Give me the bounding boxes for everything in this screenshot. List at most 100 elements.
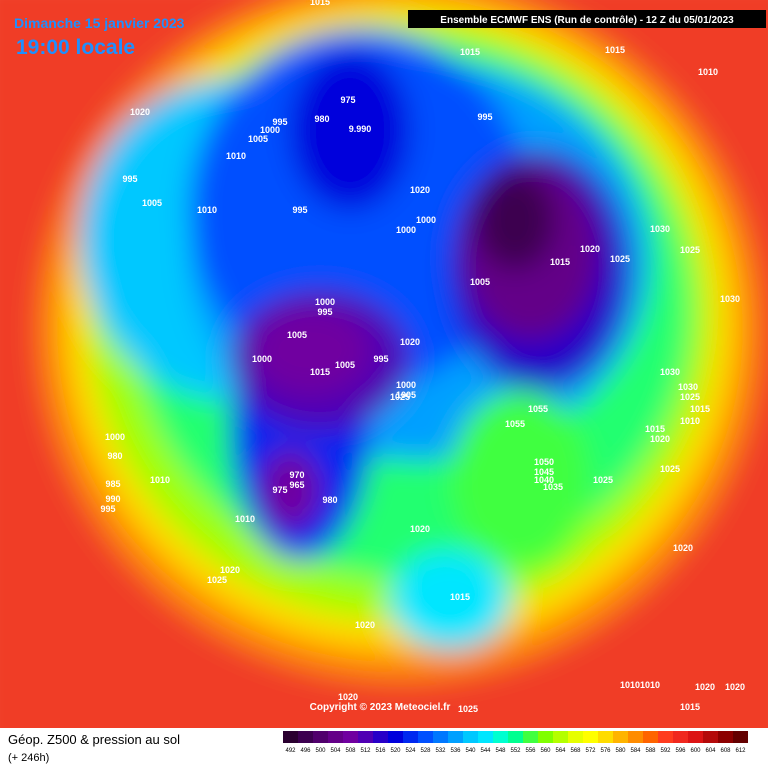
legend-label: 500: [315, 748, 326, 754]
legend-swatch: [658, 731, 673, 743]
legend-label: 552: [510, 748, 521, 754]
legend-label: 536: [450, 748, 461, 754]
legend-label: 548: [495, 748, 506, 754]
isobar-label: 1000: [315, 297, 335, 307]
date: Dimanche 15 janvier 2023: [14, 15, 185, 31]
isobar-label: 1000: [252, 354, 272, 364]
legend-label: 572: [585, 748, 596, 754]
legend-swatch: [583, 731, 598, 743]
legend-swatch: [703, 731, 718, 743]
isobar-label: 1035: [543, 482, 563, 492]
isobar-label: 1010: [197, 205, 217, 215]
legend-swatch: [733, 731, 748, 743]
isobar-label: 1015: [460, 47, 480, 57]
isobar-label: 1020: [673, 543, 693, 553]
isobar-label: 1020: [400, 337, 420, 347]
legend-label: 528: [420, 748, 431, 754]
isobar-label: 1020: [410, 524, 430, 534]
legend-label: 564: [555, 748, 566, 754]
isobar-label: 1005: [470, 277, 490, 287]
isobar-label: 1030: [678, 382, 698, 392]
legend-swatch: [613, 731, 628, 743]
legend-swatch: [508, 731, 523, 743]
isobar-label: 1025: [390, 392, 410, 402]
isobar-label: 1015: [310, 0, 330, 7]
isobar-label: 1020: [338, 692, 358, 702]
isobar-label: 970: [289, 470, 304, 480]
isobar-label: 995: [272, 117, 287, 127]
field-title: Géop. Z500 & pression au sol: [8, 732, 180, 747]
isobar-label: 1015: [680, 702, 700, 712]
legend-label: 568: [570, 748, 581, 754]
legend-label: 544: [480, 748, 491, 754]
legend-label: 592: [660, 748, 671, 754]
isobar-label: 1000: [260, 125, 280, 135]
isobar-label: 1015: [310, 367, 330, 377]
isobar-label: 1025: [680, 392, 700, 402]
isobar-label: 965: [289, 480, 304, 490]
isobar-label: 1015: [690, 404, 710, 414]
isobar-label: 1015: [605, 45, 625, 55]
legend-swatch: [628, 731, 643, 743]
legend-label: 560: [540, 748, 551, 754]
legend-label: 596: [675, 748, 686, 754]
time: 19:00 locale: [16, 36, 135, 59]
legend-swatch: [568, 731, 583, 743]
legend-label: 588: [645, 748, 656, 754]
legend-swatch: [283, 731, 298, 743]
legend-swatch: [598, 731, 613, 743]
isobar-label: 980: [107, 451, 122, 461]
isobar-label: 995: [122, 174, 137, 184]
isobar-label: 1050: [534, 457, 554, 467]
legend-swatch: [313, 731, 328, 743]
isobar-label: 985: [105, 479, 120, 489]
isobar-label: 995: [317, 307, 332, 317]
legend-label: 604: [705, 748, 716, 754]
isobar-label: 1010: [680, 416, 700, 426]
isobar-label: 995: [100, 504, 115, 514]
legend-label: 556: [525, 748, 536, 754]
legend-label: 576: [600, 748, 611, 754]
legend-label: 600: [690, 748, 701, 754]
legend-label: 496: [300, 748, 311, 754]
isobar-label: 1020: [220, 565, 240, 575]
legend-swatch: [343, 731, 358, 743]
isobar-label: 1000: [105, 432, 125, 442]
legend-swatch: [418, 731, 433, 743]
legend-swatch: [403, 731, 418, 743]
legend-label: 612: [735, 748, 746, 754]
isobar-label: 980: [322, 495, 337, 505]
legend-label: 492: [285, 748, 296, 754]
legend-swatch: [463, 731, 478, 743]
isobar-label: 1005: [287, 330, 307, 340]
legend-label: 580: [615, 748, 626, 754]
model-run: Ensemble ECMWF ENS (Run de contrôle) - 1…: [440, 15, 734, 26]
legend-swatch: [673, 731, 688, 743]
isobar-label: 1015: [450, 592, 470, 602]
isobar-label: 990: [105, 494, 120, 504]
isobar-label: 995: [477, 112, 492, 122]
isobar-label: 1010: [698, 67, 718, 77]
legend-swatch: [328, 731, 343, 743]
legend-label: 540: [465, 748, 476, 754]
isobar-label: 1025: [610, 254, 630, 264]
isobar-label: 1000: [396, 380, 416, 390]
isobar-label: 975: [340, 95, 355, 105]
color-legend: 492 496 500 504 508 512 516 520 524 528 532 536 540 5…: [283, 731, 748, 754]
isobar-label: 1010: [620, 680, 640, 690]
isobar-label: 980: [314, 114, 329, 124]
legend-swatch: [373, 731, 388, 743]
legend-swatch: [643, 731, 658, 743]
isobar-label: 1020: [130, 107, 150, 117]
isobar-label: 1040: [534, 475, 554, 485]
isobar-label: 1020: [650, 434, 670, 444]
lead-time: (+ 246h): [8, 752, 49, 764]
isobar-label: 1025: [458, 704, 478, 714]
isobar-label: 1020: [725, 682, 745, 692]
legend-swatch: [493, 731, 508, 743]
isobar-label: 995: [292, 205, 307, 215]
legend-swatch: [298, 731, 313, 743]
